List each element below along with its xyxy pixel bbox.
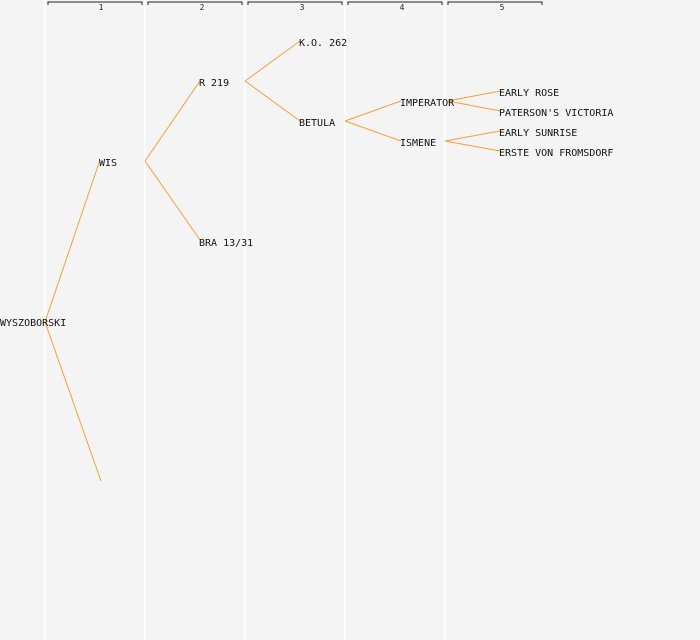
generation-number-3: 3 (300, 3, 305, 12)
node-imperator[interactable]: IMPERATOR (400, 98, 455, 109)
edge-wis-to-bra (144, 160, 201, 241)
node-bra-13-31[interactable]: BRA 13/31 (199, 238, 253, 249)
edge-r219-to-ko262 (244, 40, 301, 82)
edge-ismene-to-early-sunrise (444, 130, 501, 142)
edge-imperator-to-patersons-victoria (447, 100, 501, 112)
node-erste-von-fromsdorf[interactable]: ERSTE VON FROMSDORF (499, 148, 613, 159)
generation-bracket-3 (247, 1, 343, 5)
edge-imperator-to-early-rose (447, 90, 501, 102)
node-early-rose[interactable]: EARLY ROSE (499, 88, 559, 99)
generation-number-2: 2 (200, 3, 205, 12)
node-betula[interactable]: BETULA (299, 118, 335, 129)
generation-bracket-2 (147, 1, 243, 5)
generation-header: 1 2 3 4 5 (47, 1, 543, 12)
node-ismene[interactable]: ISMENE (400, 138, 436, 149)
generation-number-5: 5 (500, 3, 505, 12)
node-r-219[interactable]: R 219 (199, 78, 229, 89)
pedigree-nodes: WYSZOBORSKI WIS R 219 BRA 13/31 K.O. 262… (0, 38, 613, 329)
edge-betula-to-ismene (344, 120, 402, 142)
pedigree-edges (44, 40, 501, 482)
generation-number-1: 1 (99, 3, 104, 12)
node-wis[interactable]: WIS (99, 158, 117, 169)
edge-r219-to-betula (244, 80, 301, 122)
edge-root-to-wis (44, 159, 101, 323)
edge-root-to-unknown (44, 321, 102, 482)
edge-betula-to-imperator (344, 100, 402, 122)
generation-bracket-1 (47, 1, 143, 5)
node-patersons-victoria[interactable]: PATERSON'S VICTORIA (499, 108, 613, 119)
column-separators (44, 0, 446, 640)
edge-ismene-to-erste-von-fromsdorf (444, 140, 501, 152)
generation-bracket-5 (447, 1, 543, 5)
node-ko-262[interactable]: K.O. 262 (299, 38, 347, 49)
node-root[interactable]: WYSZOBORSKI (0, 318, 66, 329)
edge-wis-to-r219 (144, 80, 201, 162)
generation-number-4: 4 (400, 3, 405, 12)
node-early-sunrise[interactable]: EARLY SUNRISE (499, 128, 577, 139)
generation-bracket-4 (347, 1, 443, 5)
